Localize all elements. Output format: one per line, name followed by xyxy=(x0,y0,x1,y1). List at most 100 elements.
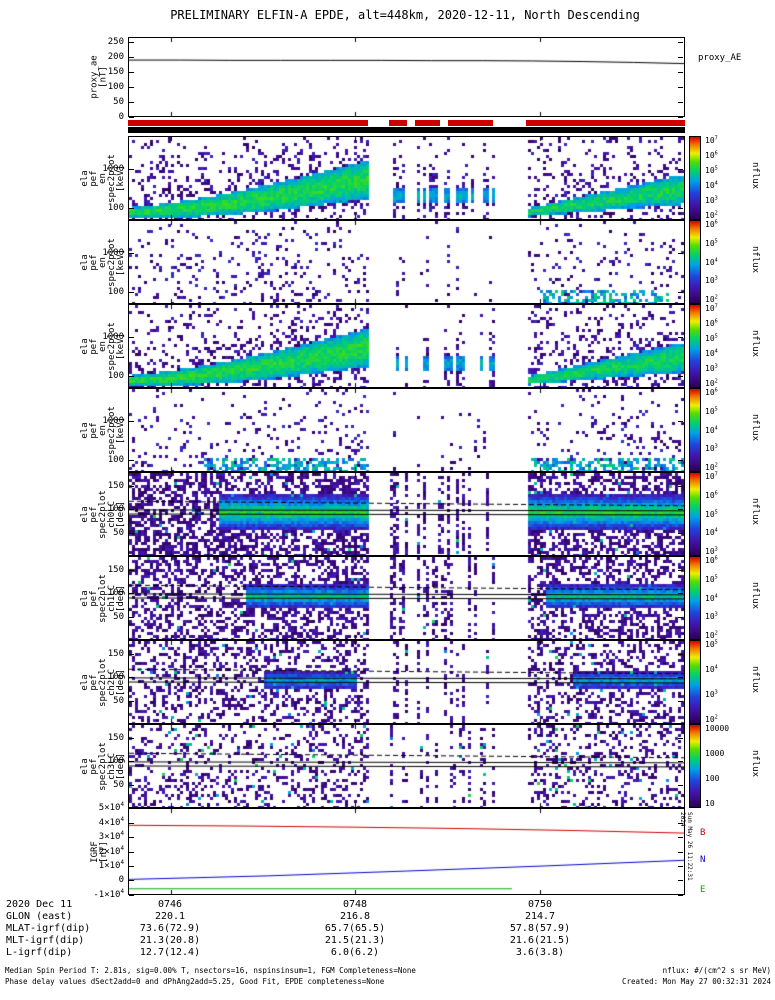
availability-segment xyxy=(526,120,685,126)
spec-en-1-colorbar-tick-label: 107 xyxy=(705,135,718,145)
spec-ch2-ytick-mark-right xyxy=(678,654,683,655)
spec-en-2-colorbar-tick-label: 102 xyxy=(705,294,718,304)
ephemeris-value: 0746 xyxy=(157,899,183,910)
spec-en-4-colorbar-tick-label: 105 xyxy=(705,406,718,416)
spec-ch2-colorbar-tick-label: 103 xyxy=(705,689,718,699)
spec-en-4-ytick-mark-left xyxy=(129,421,134,422)
panel-spec-ch3-canvas xyxy=(129,725,684,807)
spec-en-2-colorbar-title: nflux xyxy=(750,246,760,274)
proxy-ae-ytick-mark-left xyxy=(129,87,134,88)
spec-en-2-colorbar-tick-label: 106 xyxy=(705,219,718,229)
spec-ch0-ytick-label: 150 xyxy=(107,481,124,491)
igrf-ytick-label: 3×104 xyxy=(98,831,124,842)
spec-ch3-ytick-label: 50 xyxy=(113,780,124,790)
panel-proxy-ae xyxy=(128,37,685,117)
ephemeris-value: 21.5(21.3) xyxy=(324,935,386,946)
igrf-ytick-mark-right xyxy=(678,895,683,896)
proxy-ae-ytick-label: 150 xyxy=(107,67,124,77)
panel-spec-en-3-canvas xyxy=(129,305,684,387)
spec-ch2-colorbar-title: nflux xyxy=(750,666,760,694)
spec-ch1-ytick-mark-left xyxy=(129,570,134,571)
ephemeris-value: 0750 xyxy=(527,899,553,910)
spec-en-1-ytick-label: 100 xyxy=(107,203,124,213)
panel-igrf xyxy=(128,808,685,895)
spec-en-3-ytick-label: 100 xyxy=(107,371,124,381)
ephemeris-value: 12.7(12.4) xyxy=(139,947,201,958)
spec-ch3-ytick-mark-left xyxy=(129,761,134,762)
spec-ch1-colorbar xyxy=(689,556,701,640)
spec-en-2-colorbar xyxy=(689,220,701,304)
spec-en-3-ylabel-text: ela pef en spec2plot [keV] xyxy=(79,321,126,371)
spec-en-1-colorbar-tick-label: 104 xyxy=(705,180,718,190)
spec-ch3-colorbar-tick-label: 10000 xyxy=(705,724,730,733)
igrf-ytick-label: 2×104 xyxy=(98,846,124,857)
ephemeris-value: 21.6(21.5) xyxy=(509,935,571,946)
igrf-ytick-mark-right xyxy=(678,880,683,881)
igrf-series-label-N: N xyxy=(700,855,706,865)
ephemeris-row-label: MLAT-igrf(dip) xyxy=(6,923,91,934)
spec-en-2-ytick-mark-left xyxy=(129,253,134,254)
plot-timestamp-vertical: Sun May 26 11:22:31 2024 xyxy=(679,812,693,881)
spec-en-3-colorbar-tick-label: 103 xyxy=(705,363,718,373)
spec-ch2-ytick-label: 100 xyxy=(107,672,124,682)
spec-en-3-colorbar-tick-label: 102 xyxy=(705,378,718,388)
igrf-ytick-label: 5×104 xyxy=(98,802,124,813)
panel-spec-ch2-canvas xyxy=(129,641,684,723)
spec-ch1-colorbar-tick-label: 106 xyxy=(705,555,718,565)
igrf-ytick-mark-left xyxy=(129,866,134,867)
spec-ch1-ytick-mark-right xyxy=(678,593,683,594)
spec-ch1-ytick-mark-right xyxy=(678,570,683,571)
footer-spin-period: Median Spin Period T: 2.81s, sig=0.00% T… xyxy=(5,966,416,975)
footer-phase-delay: Phase delay values dSect2add=0 and dPhAn… xyxy=(5,977,385,986)
panel-spec-en-1-canvas xyxy=(129,137,684,219)
spec-ch3-ytick-mark-right xyxy=(678,738,683,739)
spec-en-3-ytick-label: 1000 xyxy=(102,332,124,342)
ephemeris-value: 214.7 xyxy=(524,911,556,922)
spec-ch2-colorbar xyxy=(689,640,701,724)
spec-ch3-colorbar-title: nflux xyxy=(750,750,760,778)
spec-ch1-colorbar-tick-label: 104 xyxy=(705,593,718,603)
proxy-ae-ytick-label: 200 xyxy=(107,52,124,62)
spec-ch0-colorbar-tick-label: 106 xyxy=(705,490,718,500)
spec-ch3-colorbar xyxy=(689,724,701,808)
spec-ch0-colorbar xyxy=(689,472,701,556)
spec-ch3-colorbar-tick-label: 100 xyxy=(705,774,720,783)
panel-spec-ch0-canvas xyxy=(129,473,684,555)
spec-en-2-colorbar-tick-label: 105 xyxy=(705,238,718,248)
ephemeris-value: 6.0(6.2) xyxy=(330,947,380,958)
spec-ch1-ytick-label: 100 xyxy=(107,588,124,598)
ephemeris-value: 216.8 xyxy=(339,911,371,922)
spec-en-3-colorbar-title: nflux xyxy=(750,330,760,358)
spec-en-2-ytick-mark-right xyxy=(678,253,683,254)
spec-en-2-colorbar-tick-label: 104 xyxy=(705,257,718,267)
spec-ch1-ytick-mark-right xyxy=(678,617,683,618)
spec-en-4-colorbar-tick-label: 102 xyxy=(705,462,718,472)
spec-ch0-colorbar-title: nflux xyxy=(750,498,760,526)
availability-segment xyxy=(448,120,493,126)
igrf-ytick-mark-right xyxy=(678,866,683,867)
panel-igrf-canvas xyxy=(129,809,684,894)
proxy-ae-ytick-mark-left xyxy=(129,117,134,118)
spec-en-1-colorbar-tick-label: 103 xyxy=(705,195,718,205)
igrf-ytick-mark-left xyxy=(129,837,134,838)
spec-ch0-ytick-label: 100 xyxy=(107,504,124,514)
spec-en-1-ytick-mark-left xyxy=(129,169,134,170)
spec-ch1-colorbar-tick-label: 105 xyxy=(705,574,718,584)
panel-spec-en-4-canvas xyxy=(129,389,684,471)
availability-segment xyxy=(128,120,368,126)
panel-spec-en-4 xyxy=(128,388,685,472)
spec-en-1-colorbar-tick-label: 105 xyxy=(705,165,718,175)
proxy-ae-ytick-mark-right xyxy=(678,117,683,118)
panel-spec-ch0 xyxy=(128,472,685,556)
igrf-ytick-label: -1×104 xyxy=(93,889,124,900)
spec-en-2-ytick-mark-left xyxy=(129,292,134,293)
spec-ch0-ytick-mark-right xyxy=(678,509,683,510)
spec-en-2-ytick-label: 100 xyxy=(107,287,124,297)
spec-ch1-colorbar-tick-label: 103 xyxy=(705,611,718,621)
spec-ch3-ytick-label: 100 xyxy=(107,756,124,766)
spec-ch1-colorbar-tick-label: 102 xyxy=(705,630,718,640)
proxy-ae-ytick-mark-left xyxy=(129,57,134,58)
spec-ch2-colorbar-tick-label: 105 xyxy=(705,639,718,649)
spec-en-1-ylabel-text: ela pef en spec2plot [keV] xyxy=(79,153,126,203)
